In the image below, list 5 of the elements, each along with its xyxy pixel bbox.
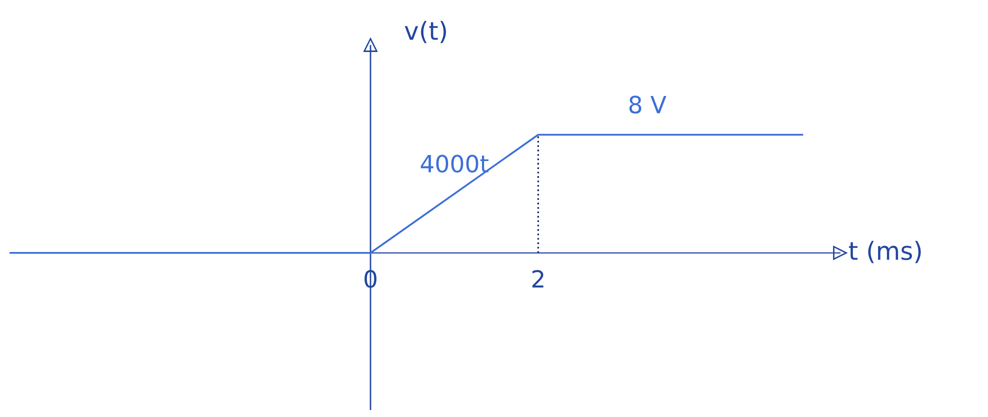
x-tick-label: 2 <box>532 270 544 288</box>
annotation: 4000t <box>420 154 488 173</box>
x-axis-title: t (ms) <box>848 240 921 264</box>
y-axis-title: v(t) <box>404 20 446 44</box>
annotation: 8 V <box>629 96 666 114</box>
